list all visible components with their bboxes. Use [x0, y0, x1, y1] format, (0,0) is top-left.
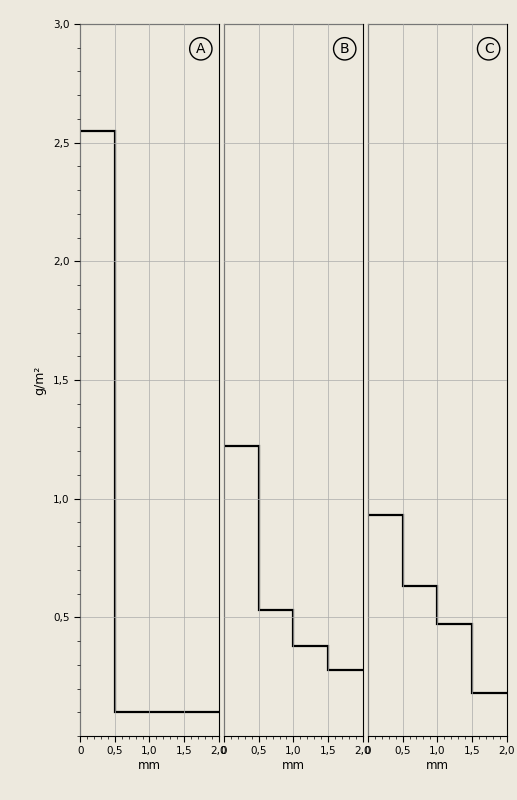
Y-axis label: g/m²: g/m² — [33, 366, 46, 394]
Text: A: A — [196, 42, 206, 56]
X-axis label: mm: mm — [138, 759, 161, 772]
X-axis label: mm: mm — [426, 759, 449, 772]
Text: C: C — [484, 42, 494, 56]
Text: B: B — [340, 42, 349, 56]
X-axis label: mm: mm — [282, 759, 305, 772]
